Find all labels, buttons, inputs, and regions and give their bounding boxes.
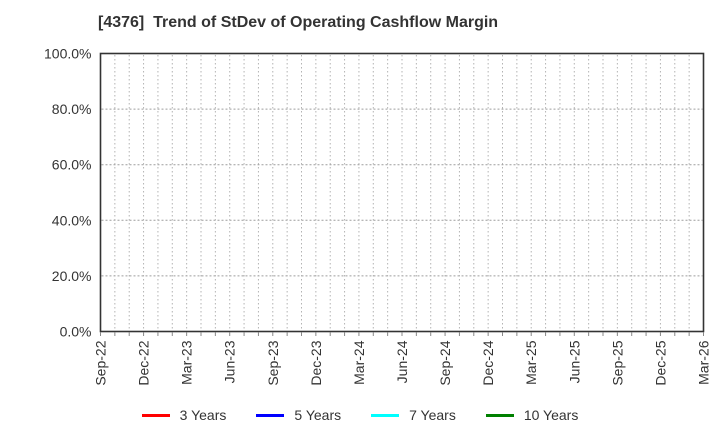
x-tick-label: Jun-24 (394, 340, 410, 383)
legend-label-7-years: 7 Years (409, 407, 456, 423)
y-tick-label: 80.0% (52, 101, 92, 117)
x-tick-label: Mar-24 (351, 340, 367, 385)
legend-item-5-years: 5 Years (256, 408, 341, 422)
x-tick-label: Sep-24 (437, 340, 453, 385)
x-tick-label: Dec-24 (480, 340, 496, 385)
x-tick-label: Sep-25 (609, 340, 625, 385)
legend-label-10-years: 10 Years (523, 407, 579, 423)
x-tick-label: Sep-22 (93, 340, 109, 385)
legend-item-7-years: 7 Years (371, 408, 456, 422)
x-tick-label: Dec-23 (308, 340, 324, 385)
legend-line-swatch-10-years (485, 413, 514, 417)
x-tick-label: Dec-25 (652, 340, 668, 385)
legend-line-swatch-7-years (371, 413, 400, 417)
chart-title: [4376] Trend of StDev of Operating Cashf… (98, 14, 499, 31)
legend: 3 Years 5 Years 7 Years 10 Years (0, 403, 720, 427)
legend-item-3-years: 3 Years (141, 407, 227, 423)
y-tick-label: 100.0% (44, 46, 91, 62)
y-tick-label: 40.0% (52, 212, 92, 228)
plot-area-border (99, 52, 705, 333)
x-tick-label: Jun-23 (222, 340, 238, 383)
legend-line-swatch-3-years (141, 413, 170, 417)
legend-item-10-years: 10 Years (485, 407, 579, 423)
y-tick-label: 20.0% (52, 268, 92, 284)
x-tick-label: Mar-25 (523, 340, 539, 385)
x-tick-label: Sep-23 (265, 340, 281, 385)
y-tick-label: 60.0% (52, 157, 92, 173)
legend-line-swatch-5-years (256, 413, 285, 417)
legend-label-5-years: 5 Years (294, 407, 342, 423)
x-tick-label: Dec-22 (136, 340, 152, 385)
x-tick-label: Jun-25 (566, 340, 582, 383)
legend-label-3-years: 3 Years (179, 407, 227, 423)
x-tick-label: Mar-26 (696, 340, 712, 385)
y-tick-label: 0.0% (60, 324, 92, 340)
x-tick-label: Mar-23 (179, 340, 195, 385)
